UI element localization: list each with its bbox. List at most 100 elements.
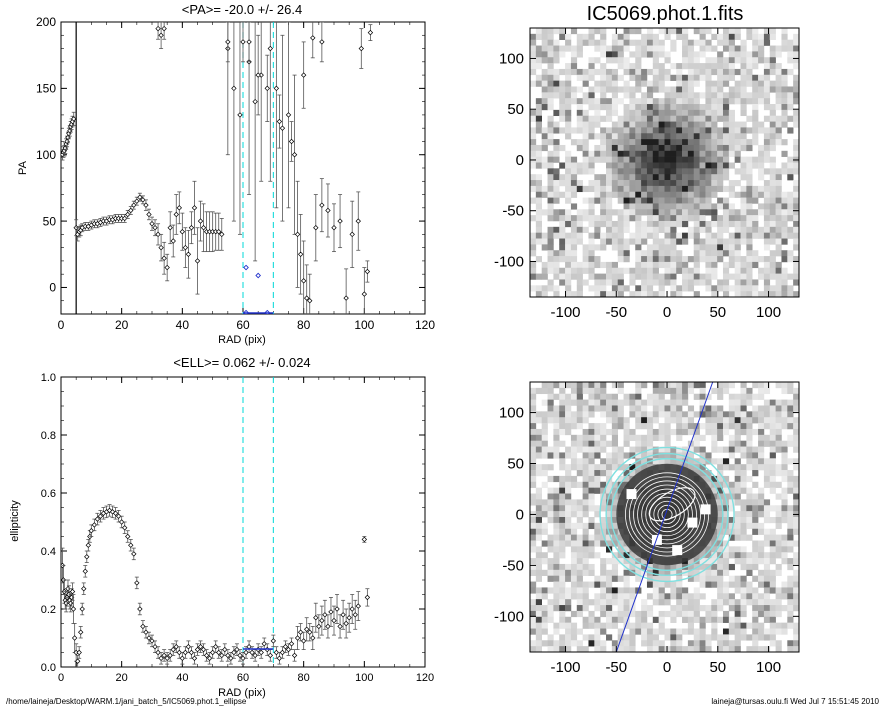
image-pixel bbox=[734, 423, 741, 430]
image-pixel bbox=[635, 399, 642, 406]
isophote-contour bbox=[641, 488, 693, 541]
image-pixel bbox=[682, 203, 689, 210]
image-pixel bbox=[646, 39, 654, 46]
image-pixel bbox=[658, 39, 665, 46]
image-pixel bbox=[699, 121, 706, 128]
y-tick-label: 50 bbox=[43, 214, 57, 228]
image-pixel bbox=[559, 174, 566, 181]
image-pixel bbox=[758, 168, 765, 175]
image-pixel bbox=[646, 45, 654, 52]
image-pixel bbox=[793, 279, 799, 286]
image-pixel bbox=[611, 646, 619, 652]
image-pixel bbox=[594, 185, 601, 193]
image-pixel bbox=[658, 434, 665, 441]
image-pixel bbox=[623, 616, 630, 623]
image-pixel bbox=[617, 285, 624, 292]
image-pixel bbox=[629, 610, 636, 618]
image-pixel bbox=[752, 191, 759, 198]
image-pixel bbox=[734, 546, 741, 553]
image-pixel bbox=[740, 511, 747, 518]
image-pixel bbox=[535, 417, 542, 424]
image-pixel bbox=[617, 86, 624, 93]
image-pixel bbox=[652, 393, 659, 400]
image-pixel bbox=[652, 634, 659, 641]
image-pixel bbox=[787, 546, 794, 553]
data-point bbox=[261, 641, 267, 647]
image-pixel bbox=[588, 563, 595, 571]
image-pixel bbox=[711, 250, 718, 257]
image-pixel bbox=[682, 115, 689, 122]
image-pixel bbox=[722, 487, 730, 494]
image-pixel bbox=[535, 587, 542, 594]
image-pixel bbox=[693, 446, 700, 453]
image-pixel bbox=[535, 517, 542, 524]
image-pixel bbox=[758, 452, 765, 459]
image-pixel bbox=[787, 423, 794, 430]
image-pixel bbox=[664, 423, 671, 430]
data-point bbox=[349, 231, 355, 238]
image-pixel bbox=[623, 244, 630, 251]
data-point bbox=[285, 112, 292, 118]
image-pixel bbox=[611, 109, 619, 117]
data-point bbox=[81, 586, 87, 592]
data-point bbox=[200, 225, 207, 231]
image-pixel bbox=[576, 109, 583, 117]
image-pixel bbox=[565, 517, 572, 524]
image-pixel bbox=[570, 528, 578, 535]
image-pixel bbox=[646, 232, 654, 239]
image-pixel bbox=[746, 127, 753, 134]
image-pixel bbox=[559, 634, 566, 641]
image-pixel bbox=[588, 256, 595, 263]
y-tick-label: 0 bbox=[516, 506, 524, 523]
image-pixel bbox=[606, 452, 613, 459]
image-pixel bbox=[676, 261, 683, 269]
image-pixel bbox=[676, 127, 683, 134]
image-pixel bbox=[541, 446, 548, 453]
image-pixel bbox=[582, 68, 589, 76]
image-pixel bbox=[547, 133, 554, 140]
image-pixel bbox=[658, 244, 665, 251]
image-pixel bbox=[699, 104, 706, 111]
image-pixel bbox=[588, 98, 595, 105]
image-pixel bbox=[687, 558, 695, 565]
image-pixel bbox=[641, 411, 648, 418]
image-pixel bbox=[717, 86, 724, 93]
image-pixel bbox=[646, 92, 654, 99]
image-pixel bbox=[658, 291, 665, 297]
image-pixel bbox=[705, 569, 712, 576]
image-pixel bbox=[746, 581, 753, 588]
image-pixel bbox=[576, 417, 583, 424]
image-pixel bbox=[793, 261, 799, 269]
image-pixel bbox=[705, 115, 712, 122]
image-pixel bbox=[641, 256, 648, 263]
image-pixel bbox=[565, 261, 572, 269]
image-pixel bbox=[752, 522, 759, 530]
image-pixel bbox=[570, 98, 578, 105]
image-pixel bbox=[717, 599, 724, 606]
image-pixel bbox=[611, 51, 619, 58]
data-point bbox=[109, 509, 116, 515]
image-pixel bbox=[641, 291, 648, 297]
image-pixel bbox=[553, 581, 560, 588]
image-pixel bbox=[559, 505, 566, 512]
image-pixel bbox=[781, 399, 788, 406]
image-pixel bbox=[746, 174, 753, 181]
image-pixel bbox=[600, 399, 607, 406]
image-pixel bbox=[641, 209, 648, 216]
image-pixel bbox=[664, 593, 671, 600]
image-pixel bbox=[793, 168, 799, 175]
image-pixel bbox=[606, 587, 613, 594]
image-pixel bbox=[547, 63, 554, 70]
image-pixel bbox=[611, 487, 619, 494]
image-pixel bbox=[682, 267, 689, 274]
image-pixel bbox=[646, 428, 654, 436]
image-pixel bbox=[676, 452, 683, 459]
image-pixel bbox=[699, 220, 706, 228]
image-pixel bbox=[535, 226, 542, 233]
image-pixel bbox=[559, 45, 566, 52]
image-pixel bbox=[734, 558, 741, 565]
image-pixel bbox=[752, 209, 759, 216]
image-pixel bbox=[594, 475, 601, 483]
image-pixel bbox=[711, 405, 718, 412]
image-pixel bbox=[734, 244, 741, 251]
